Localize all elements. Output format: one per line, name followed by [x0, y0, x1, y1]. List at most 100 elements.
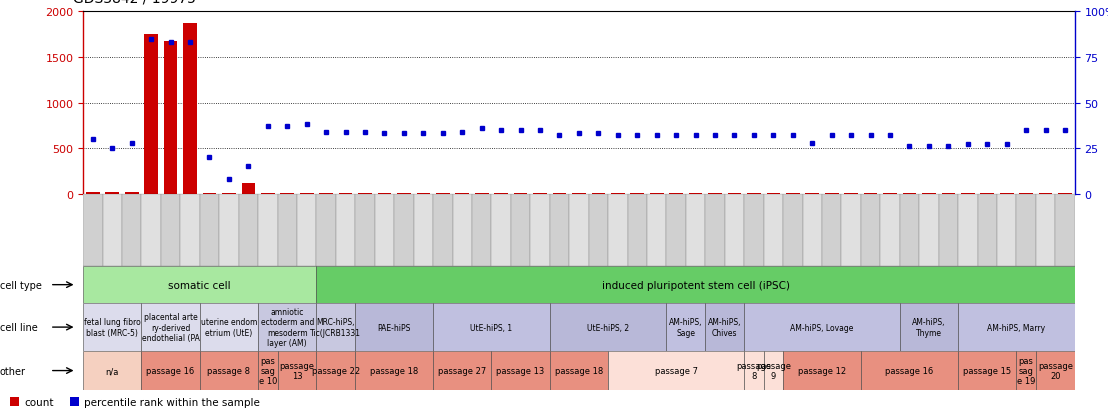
Bar: [763, 194, 783, 266]
Text: AM-hiPS, Marry: AM-hiPS, Marry: [987, 323, 1046, 332]
Bar: [356, 351, 433, 390]
Bar: [70, 397, 79, 406]
Bar: [161, 194, 181, 266]
Bar: [627, 194, 647, 266]
Bar: [938, 194, 958, 266]
Text: passage 7: passage 7: [655, 366, 698, 375]
Text: PAE-hiPS: PAE-hiPS: [378, 323, 411, 332]
Bar: [317, 194, 336, 266]
Bar: [588, 194, 608, 266]
Bar: [277, 194, 297, 266]
Bar: [181, 194, 199, 266]
Bar: [745, 304, 900, 351]
Text: passage 15: passage 15: [963, 366, 1012, 375]
Bar: [822, 194, 841, 266]
Bar: [608, 194, 627, 266]
Text: passage 27: passage 27: [438, 366, 486, 375]
Bar: [550, 351, 608, 390]
Text: percentile rank within the sample: percentile rank within the sample: [84, 396, 259, 407]
Bar: [492, 194, 511, 266]
Bar: [258, 194, 277, 266]
Bar: [125, 193, 138, 194]
Bar: [83, 351, 142, 390]
Bar: [10, 397, 19, 406]
Bar: [1055, 194, 1075, 266]
Text: passage 16: passage 16: [146, 366, 195, 375]
Text: passage
20: passage 20: [1038, 361, 1073, 380]
Bar: [725, 194, 745, 266]
Text: uterine endom
etrium (UtE): uterine endom etrium (UtE): [201, 318, 257, 337]
Bar: [258, 304, 317, 351]
Bar: [242, 183, 255, 194]
Bar: [783, 194, 802, 266]
Bar: [958, 351, 1016, 390]
Bar: [666, 194, 686, 266]
Bar: [86, 193, 100, 194]
Text: passage 12: passage 12: [798, 366, 847, 375]
Bar: [550, 304, 666, 351]
Bar: [958, 194, 977, 266]
Bar: [706, 304, 745, 351]
Bar: [861, 194, 881, 266]
Bar: [686, 194, 706, 266]
Bar: [802, 194, 822, 266]
Bar: [783, 351, 861, 390]
Bar: [900, 194, 920, 266]
Bar: [1036, 351, 1075, 390]
Bar: [452, 194, 472, 266]
Bar: [511, 194, 531, 266]
Text: passage 22: passage 22: [311, 366, 360, 375]
Text: amniotic
ectoderm and
mesoderm
layer (AM): amniotic ectoderm and mesoderm layer (AM…: [260, 307, 314, 347]
Bar: [164, 41, 177, 194]
Bar: [958, 304, 1075, 351]
Bar: [706, 194, 725, 266]
Bar: [977, 194, 997, 266]
Bar: [199, 194, 219, 266]
Bar: [317, 351, 356, 390]
Text: induced pluripotent stem cell (iPSC): induced pluripotent stem cell (iPSC): [602, 280, 790, 290]
Bar: [472, 194, 492, 266]
Bar: [183, 24, 197, 194]
Bar: [83, 266, 317, 304]
Text: cell line: cell line: [0, 322, 38, 332]
Bar: [277, 351, 317, 390]
Bar: [413, 194, 433, 266]
Text: passage
9: passage 9: [756, 361, 791, 380]
Text: AM-hiPS,
Thyme: AM-hiPS, Thyme: [912, 318, 945, 337]
Bar: [745, 351, 763, 390]
Bar: [238, 194, 258, 266]
Bar: [297, 194, 317, 266]
Bar: [433, 194, 452, 266]
Bar: [394, 194, 413, 266]
Bar: [763, 351, 783, 390]
Text: cell type: cell type: [0, 280, 42, 290]
Text: other: other: [0, 366, 25, 376]
Text: passage 16: passage 16: [885, 366, 934, 375]
Bar: [199, 304, 258, 351]
Text: AM-hiPS, Lovage: AM-hiPS, Lovage: [790, 323, 853, 332]
Bar: [433, 304, 550, 351]
Text: n/a: n/a: [105, 366, 119, 375]
Bar: [900, 304, 958, 351]
Bar: [745, 194, 763, 266]
Bar: [433, 351, 492, 390]
Bar: [375, 194, 394, 266]
Bar: [997, 194, 1016, 266]
Bar: [122, 194, 142, 266]
Text: UtE-hiPS, 2: UtE-hiPS, 2: [587, 323, 629, 332]
Bar: [861, 351, 958, 390]
Text: somatic cell: somatic cell: [168, 280, 232, 290]
Bar: [105, 193, 119, 194]
Text: UtE-hiPS, 1: UtE-hiPS, 1: [471, 323, 513, 332]
Text: AM-hiPS,
Chives: AM-hiPS, Chives: [708, 318, 741, 337]
Bar: [258, 351, 277, 390]
Bar: [83, 194, 103, 266]
Text: pas
sag
e 10: pas sag e 10: [258, 356, 277, 385]
Text: passage 13: passage 13: [496, 366, 545, 375]
Text: AM-hiPS,
Sage: AM-hiPS, Sage: [669, 318, 702, 337]
Bar: [219, 194, 238, 266]
Text: passage 8: passage 8: [207, 366, 250, 375]
Bar: [550, 194, 570, 266]
Bar: [570, 194, 588, 266]
Text: fetal lung fibro
blast (MRC-5): fetal lung fibro blast (MRC-5): [84, 318, 141, 337]
